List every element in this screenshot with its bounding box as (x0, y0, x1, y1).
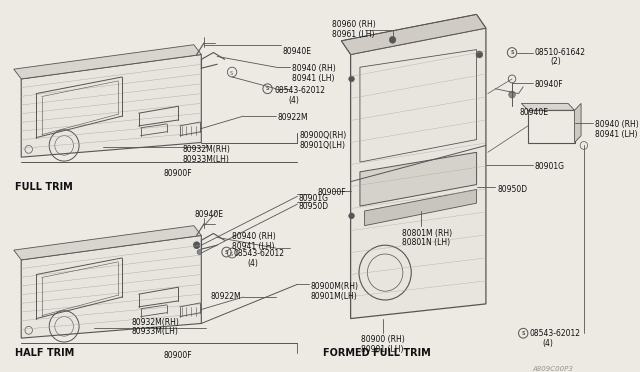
Text: 80940E: 80940E (195, 210, 224, 219)
Text: 80801N (LH): 80801N (LH) (402, 238, 450, 247)
Text: 08543-62012: 08543-62012 (530, 329, 580, 338)
Text: S: S (266, 86, 269, 91)
Text: 80901G: 80901G (298, 194, 328, 203)
Polygon shape (13, 45, 202, 79)
Text: (4): (4) (288, 96, 299, 105)
Text: 80900F: 80900F (318, 189, 347, 198)
Text: (2): (2) (550, 57, 561, 67)
Text: 80940 (RH): 80940 (RH) (232, 232, 276, 241)
Circle shape (349, 213, 355, 219)
Text: 80901G: 80901G (534, 162, 564, 171)
Text: 80900M(RH): 80900M(RH) (310, 282, 358, 291)
Text: S: S (510, 50, 514, 55)
Text: FORMED FULL TRIM: FORMED FULL TRIM (323, 348, 430, 358)
Text: 80961 (LH): 80961 (LH) (332, 30, 374, 39)
Text: 80940 (RH): 80940 (RH) (292, 64, 335, 73)
Text: 80922M: 80922M (278, 113, 308, 122)
Text: 80940F: 80940F (534, 80, 563, 89)
Text: 80900F: 80900F (164, 351, 193, 360)
Polygon shape (351, 28, 486, 318)
Text: S: S (230, 71, 233, 76)
Text: 80900F: 80900F (164, 169, 193, 178)
Text: FULL TRIM: FULL TRIM (15, 182, 72, 192)
Text: 80900 (RH): 80900 (RH) (361, 335, 404, 344)
Text: S: S (225, 250, 228, 254)
Text: 80950D: 80950D (497, 185, 527, 193)
Text: 80933M(LH): 80933M(LH) (131, 327, 178, 336)
Circle shape (389, 36, 396, 43)
Polygon shape (575, 103, 581, 142)
Polygon shape (21, 54, 202, 157)
Text: 80941 (LH): 80941 (LH) (595, 130, 637, 139)
Circle shape (509, 91, 515, 98)
Text: 80941 (LH): 80941 (LH) (292, 74, 334, 83)
Text: 80932M(RH): 80932M(RH) (182, 145, 230, 154)
Circle shape (349, 76, 355, 82)
Text: 80900Q(RH): 80900Q(RH) (300, 131, 346, 140)
Polygon shape (13, 226, 202, 260)
Circle shape (197, 250, 202, 254)
Text: 80940E: 80940E (520, 108, 548, 117)
Text: (4): (4) (247, 259, 258, 268)
Text: S: S (230, 251, 233, 257)
Text: 80922M: 80922M (211, 292, 241, 301)
Text: 80932M(RH): 80932M(RH) (131, 318, 179, 327)
Text: 80933M(LH): 80933M(LH) (182, 155, 230, 164)
Text: (4): (4) (542, 339, 553, 348)
Text: 08543-62012: 08543-62012 (274, 86, 325, 95)
Text: S: S (522, 331, 525, 336)
Polygon shape (365, 189, 477, 226)
Polygon shape (522, 103, 575, 110)
Text: A809C00P3: A809C00P3 (532, 366, 573, 372)
Text: 08510-61642: 08510-61642 (534, 48, 586, 57)
Text: HALF TRIM: HALF TRIM (15, 348, 74, 358)
Text: 80801M (RH): 80801M (RH) (402, 228, 452, 238)
Circle shape (476, 51, 483, 58)
Circle shape (193, 242, 200, 248)
Text: 80950D: 80950D (298, 202, 328, 211)
Text: 80940E: 80940E (282, 46, 312, 56)
Text: 80960 (RH): 80960 (RH) (332, 20, 376, 29)
Polygon shape (341, 15, 486, 54)
Text: 80940 (RH): 80940 (RH) (595, 120, 639, 129)
Text: 08543-62012: 08543-62012 (233, 249, 284, 258)
Text: 80901Q(LH): 80901Q(LH) (300, 141, 346, 150)
Polygon shape (360, 152, 477, 206)
Text: 80901M(LH): 80901M(LH) (310, 292, 357, 301)
Polygon shape (21, 235, 202, 338)
Text: 80901 (LH): 80901 (LH) (361, 345, 403, 354)
Text: 80941 (LH): 80941 (LH) (232, 242, 275, 251)
